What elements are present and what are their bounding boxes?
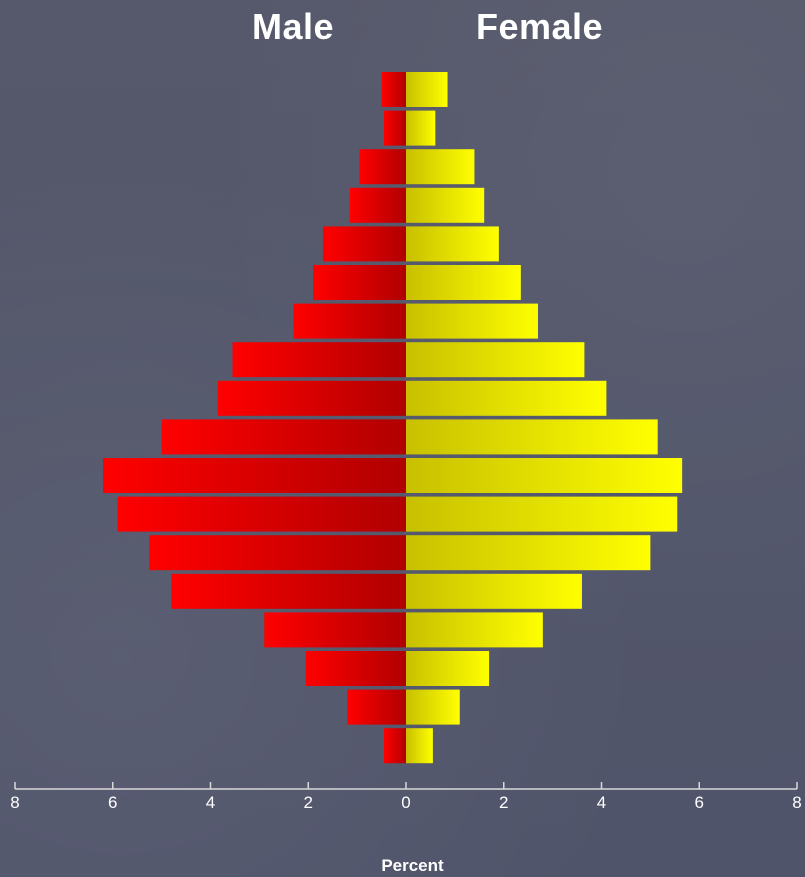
x-tick-label: 8 <box>792 793 801 812</box>
male-bar <box>217 380 406 416</box>
x-axis: 8 6 4 2 0 2 4 6 8 <box>10 782 802 812</box>
x-tick-label: 2 <box>304 793 313 812</box>
female-bar <box>406 651 490 686</box>
female-bar <box>406 303 538 339</box>
male-bar <box>322 226 406 262</box>
female-bar <box>406 110 436 146</box>
male-bar <box>313 265 406 300</box>
female-bar <box>406 380 607 416</box>
female-bar <box>406 72 448 107</box>
female-header: Female <box>476 6 604 47</box>
female-bar <box>406 573 582 609</box>
x-tick-label: 6 <box>108 793 117 812</box>
male-bar <box>349 187 406 223</box>
male-header: Male <box>252 6 335 47</box>
female-bar <box>406 496 678 532</box>
male-bar <box>347 689 406 725</box>
x-tick-label: 6 <box>695 793 704 812</box>
female-bar <box>406 535 651 571</box>
x-tick-label: 4 <box>206 793 215 812</box>
male-bar <box>384 110 406 146</box>
female-bar <box>406 187 485 223</box>
female-bar <box>406 265 521 300</box>
male-bar <box>381 72 406 107</box>
x-tick-label: 4 <box>597 793 606 812</box>
x-tick-label: 8 <box>10 793 19 812</box>
male-bar <box>161 419 406 455</box>
female-bar <box>406 458 683 493</box>
female-bar <box>406 612 543 648</box>
male-bar <box>102 458 406 493</box>
male-bar <box>117 496 406 532</box>
female-bar <box>406 419 658 455</box>
female-bar <box>406 149 475 185</box>
female-bar <box>406 728 433 764</box>
male-bar <box>305 651 406 686</box>
male-bar <box>384 728 406 764</box>
x-tick-label: 2 <box>499 793 508 812</box>
female-bar <box>406 342 585 378</box>
male-bar <box>171 573 406 609</box>
male-bar <box>359 149 406 185</box>
male-bar <box>293 303 406 339</box>
x-tick-label: 0 <box>401 793 410 812</box>
male-bar <box>264 612 406 648</box>
female-bar <box>406 226 499 262</box>
male-bar <box>149 535 406 571</box>
bars-group <box>102 72 683 764</box>
male-bar <box>232 342 406 378</box>
x-axis-label: Percent <box>381 856 444 875</box>
female-bar <box>406 689 460 725</box>
